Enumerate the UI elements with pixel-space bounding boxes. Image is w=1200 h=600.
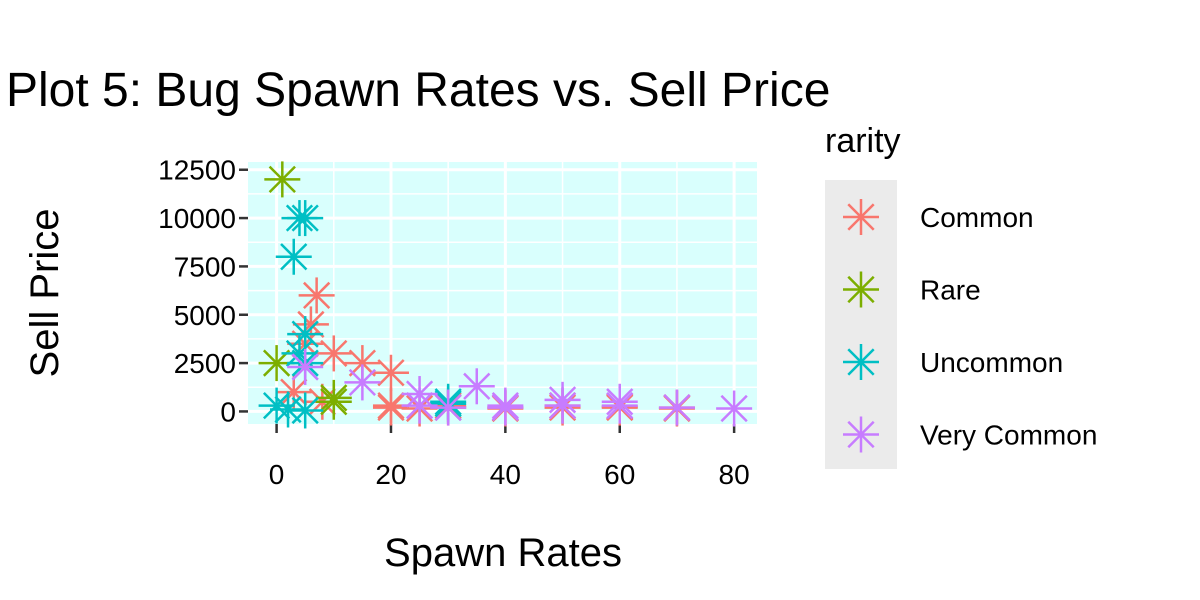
y-tick-label: 0 bbox=[220, 396, 236, 427]
plot-panel bbox=[248, 162, 757, 424]
legend-label-very-common: Very Common bbox=[920, 420, 1097, 451]
x-tick-label: 60 bbox=[604, 459, 635, 490]
legend-title: rarity bbox=[825, 122, 901, 160]
data-point-very-common bbox=[344, 364, 381, 401]
data-point-very-common bbox=[487, 389, 524, 426]
chart-title: Plot 5: Bug Spawn Rates vs. Sell Price bbox=[6, 64, 830, 117]
y-tick-label: 10000 bbox=[158, 203, 236, 234]
data-point-very-common bbox=[716, 390, 753, 427]
data-point-uncommon bbox=[287, 200, 324, 237]
data-point-very-common bbox=[401, 387, 438, 424]
x-tick-label: 20 bbox=[375, 459, 406, 490]
data-point-very-common bbox=[544, 387, 581, 424]
data-point-uncommon bbox=[287, 392, 324, 429]
data-point-common bbox=[372, 354, 409, 391]
data-point-very-common bbox=[287, 348, 324, 385]
data-point-very-common bbox=[458, 368, 495, 405]
data-point-very-common bbox=[601, 387, 638, 424]
data-point-very-common bbox=[430, 389, 467, 426]
legend-key-rare bbox=[843, 271, 879, 308]
x-tick-label: 0 bbox=[269, 459, 285, 490]
data-point-common bbox=[298, 277, 335, 314]
x-axis-title: Spawn Rates bbox=[384, 531, 622, 575]
y-tick-label: 5000 bbox=[174, 300, 236, 331]
data-points bbox=[258, 161, 753, 429]
y-tick-label: 12500 bbox=[158, 155, 236, 186]
x-tick-label: 80 bbox=[719, 459, 750, 490]
x-tick-label: 40 bbox=[490, 459, 521, 490]
y-axis-title: Sell Price bbox=[23, 209, 67, 378]
data-point-very-common bbox=[658, 389, 695, 426]
data-point-uncommon bbox=[275, 238, 312, 275]
data-point-rare bbox=[264, 161, 301, 198]
legend: Common Rare Uncommon Very Common bbox=[843, 199, 1097, 453]
legend-label-uncommon: Uncommon bbox=[920, 347, 1063, 378]
data-point-common bbox=[315, 335, 352, 372]
data-point-rare bbox=[315, 383, 352, 420]
legend-label-common: Common bbox=[920, 202, 1034, 233]
legend-key-uncommon bbox=[843, 344, 879, 380]
y-tick-label: 2500 bbox=[174, 348, 236, 379]
y-tick-label: 7500 bbox=[174, 251, 236, 282]
legend-label-rare: Rare bbox=[920, 275, 981, 306]
legend-key-common bbox=[843, 199, 879, 235]
legend-key-very-common bbox=[843, 416, 879, 453]
